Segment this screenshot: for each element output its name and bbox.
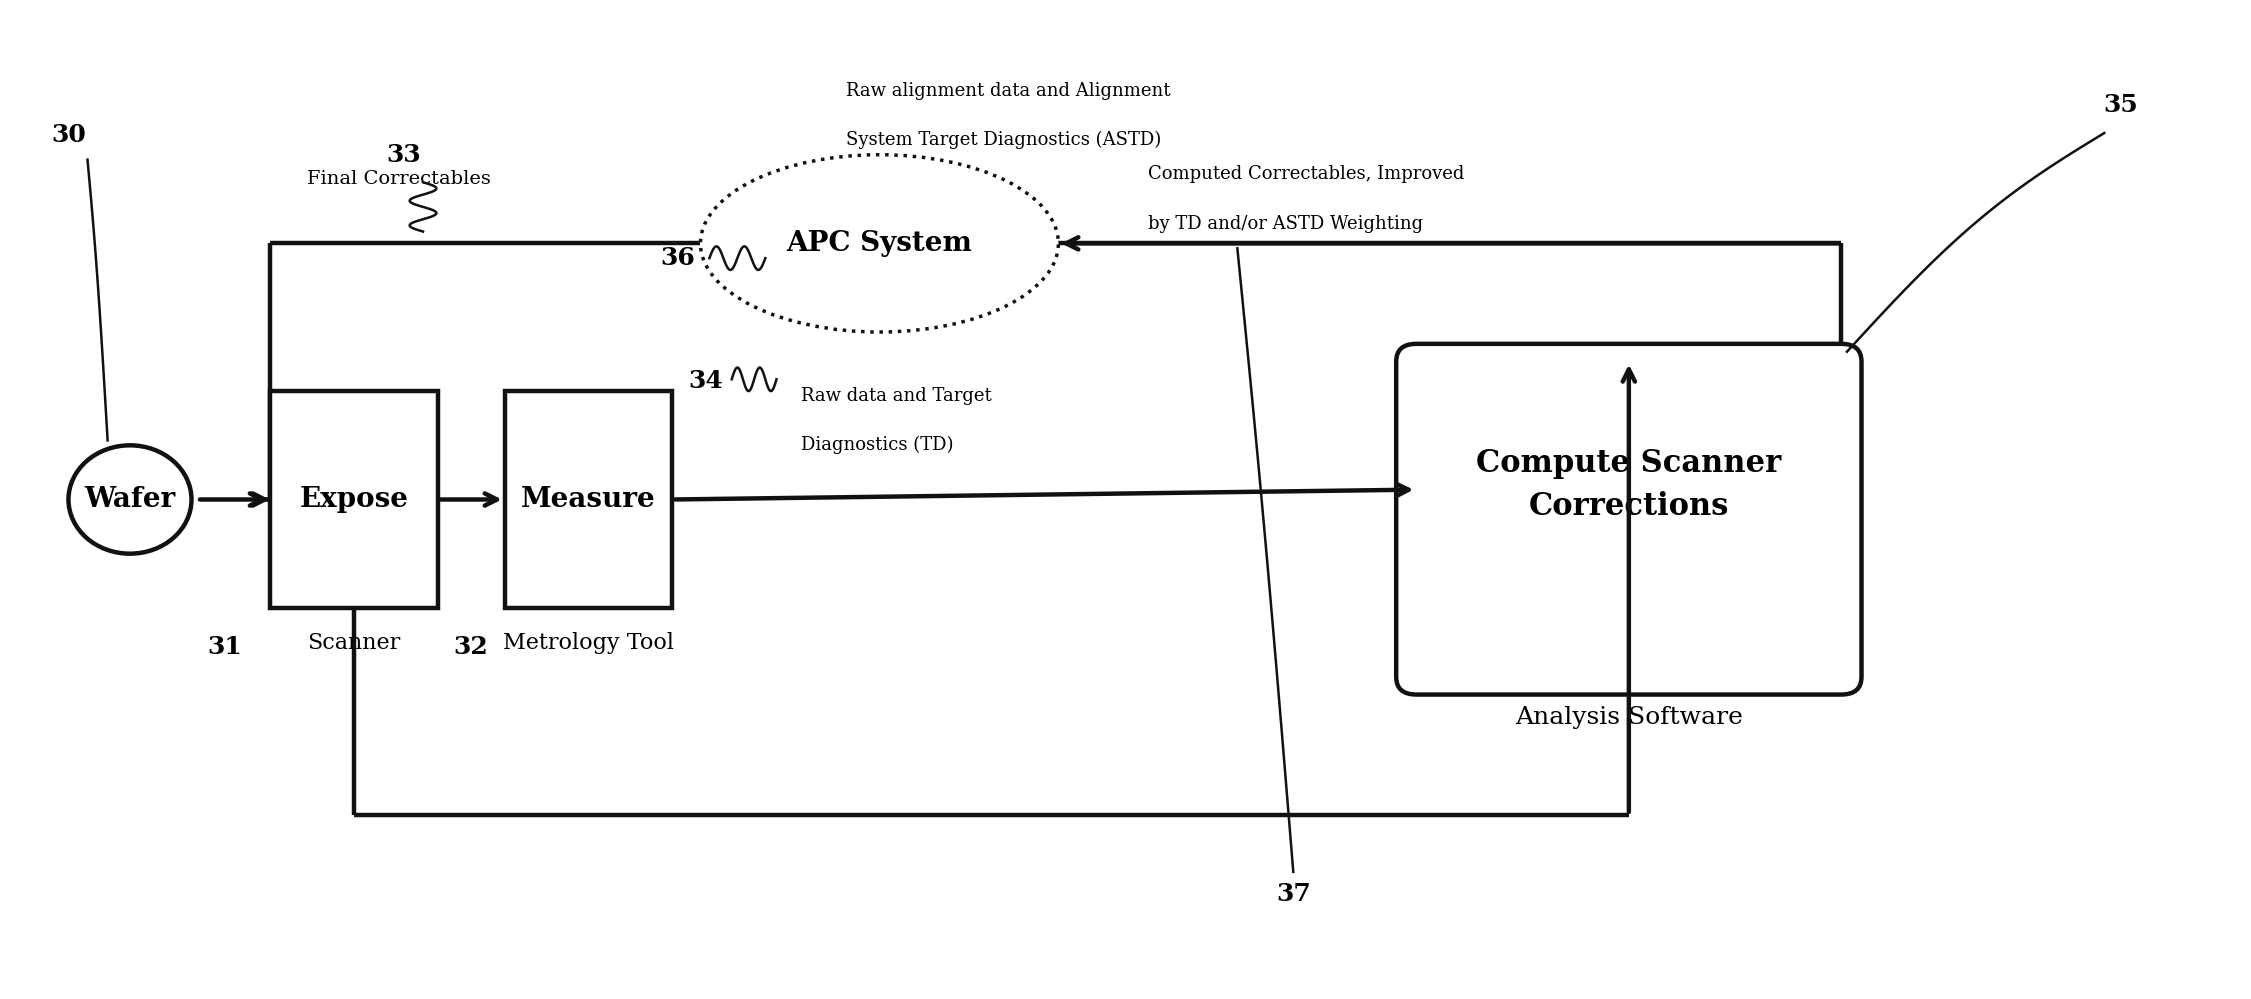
Text: 30: 30 xyxy=(52,123,86,147)
Text: 33: 33 xyxy=(387,143,421,167)
Text: Measure: Measure xyxy=(522,486,655,513)
Ellipse shape xyxy=(700,155,1058,332)
Text: Expose: Expose xyxy=(299,486,407,513)
Text: 37: 37 xyxy=(1276,881,1310,905)
FancyBboxPatch shape xyxy=(1396,344,1862,694)
FancyBboxPatch shape xyxy=(504,392,673,607)
Text: Wafer: Wafer xyxy=(83,486,176,513)
Text: 31: 31 xyxy=(207,635,243,659)
Text: 32: 32 xyxy=(455,635,488,659)
Text: System Target Diagnostics (ASTD): System Target Diagnostics (ASTD) xyxy=(846,131,1162,149)
Text: APC System: APC System xyxy=(786,230,972,257)
Text: Metrology Tool: Metrology Tool xyxy=(502,632,673,654)
Text: Final Correctables: Final Correctables xyxy=(306,171,491,189)
Text: Analysis Software: Analysis Software xyxy=(1515,706,1742,729)
Text: Diagnostics (TD): Diagnostics (TD) xyxy=(801,437,954,455)
Text: Compute Scanner
Corrections: Compute Scanner Corrections xyxy=(1477,448,1781,521)
FancyBboxPatch shape xyxy=(270,392,437,607)
Text: by TD and/or ASTD Weighting: by TD and/or ASTD Weighting xyxy=(1148,215,1423,233)
Text: 36: 36 xyxy=(662,246,696,270)
Text: Raw alignment data and Alignment: Raw alignment data and Alignment xyxy=(846,82,1171,100)
Text: Computed Correctables, Improved: Computed Correctables, Improved xyxy=(1148,166,1463,184)
Text: Raw data and Target: Raw data and Target xyxy=(801,387,993,405)
Text: Scanner: Scanner xyxy=(306,632,401,654)
Text: 35: 35 xyxy=(2105,94,2138,118)
Circle shape xyxy=(68,446,191,553)
Text: 34: 34 xyxy=(689,370,723,394)
